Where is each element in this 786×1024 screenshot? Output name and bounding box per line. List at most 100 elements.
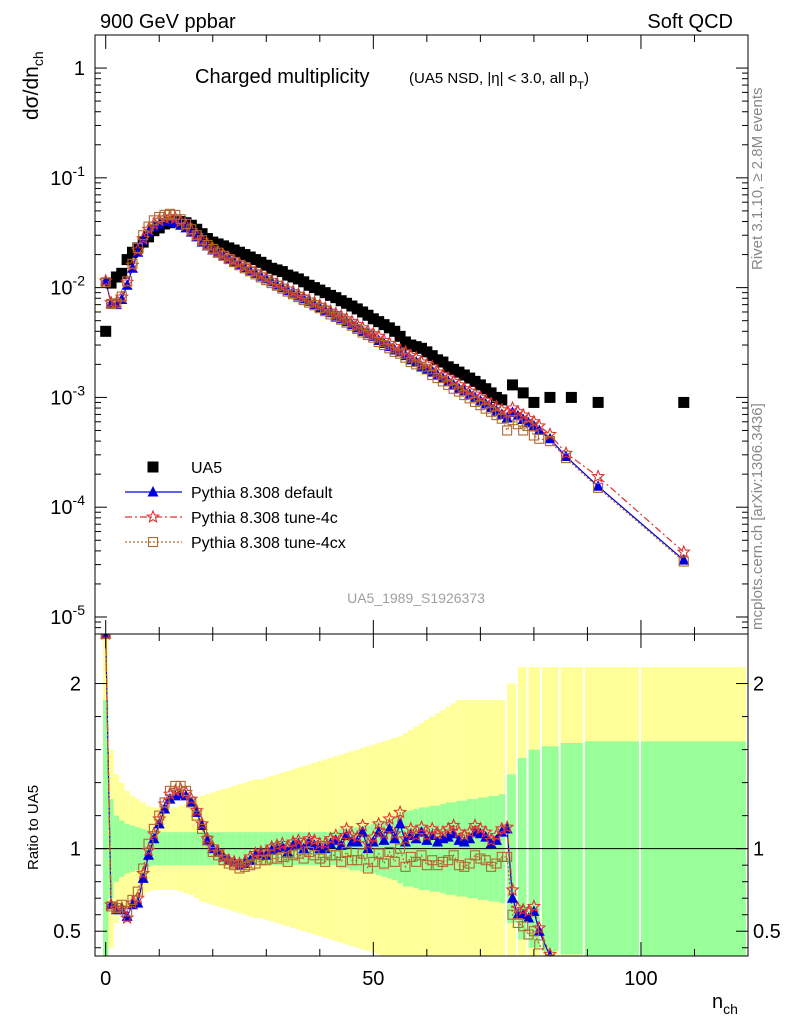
ratio-data-point <box>218 855 229 866</box>
ratio-data-point <box>180 785 192 796</box>
ratio-data-point <box>512 917 523 929</box>
main-data-point <box>180 218 192 230</box>
ratio-y-tick-label: 2 <box>70 674 81 696</box>
main-data-point <box>592 396 604 408</box>
legend-marker <box>147 486 159 497</box>
main-x-ticks <box>105 35 749 634</box>
main-data-point <box>533 424 545 435</box>
watermark-analysis-id: UA5_1989_S1926373 <box>347 590 485 606</box>
ratio-data-point <box>137 872 149 883</box>
ratio-data-point <box>411 856 422 867</box>
main-data-point <box>510 404 525 418</box>
ratio-data-point <box>229 860 240 871</box>
ratio-data-point <box>362 842 374 854</box>
ratio-data-point <box>506 892 518 903</box>
ratio-data-point <box>285 834 301 849</box>
main-data-point <box>512 419 523 430</box>
ratio-data-point <box>312 836 327 850</box>
ratio-y-tick-label-right: 0.5 <box>753 921 781 943</box>
main-data-point <box>448 383 459 394</box>
ratio-data-point <box>373 848 384 859</box>
ratio-data-point <box>446 818 461 832</box>
main-data-point <box>478 392 493 407</box>
main-y-tick-label: 10-3 <box>50 382 85 409</box>
ratio-data-point <box>448 850 459 861</box>
main-data-point <box>105 277 117 289</box>
ratio-data-point <box>448 827 460 839</box>
ratio-data-point <box>366 829 381 844</box>
main-data-point <box>336 314 347 325</box>
ratio-data-point <box>478 824 493 839</box>
main-data-point <box>437 376 448 387</box>
ratio-data-point <box>271 853 283 864</box>
main-data-point <box>341 317 352 328</box>
main-data-point <box>528 430 539 441</box>
main-data-point <box>293 292 304 303</box>
ratio-data-point <box>122 906 133 917</box>
ratio-y-tick-label-right: 2 <box>753 674 764 696</box>
ratio-data-point <box>153 817 165 829</box>
ratio-data-point <box>419 828 434 842</box>
main-data-point <box>116 291 127 302</box>
ratio-data-point <box>159 797 170 808</box>
ratio-data-point <box>441 821 456 835</box>
ratio-data-point <box>474 827 486 839</box>
ratio-data-point <box>389 856 400 867</box>
ratio-data-point <box>298 853 309 864</box>
main-data-point <box>678 556 689 567</box>
main-data-point <box>517 387 529 399</box>
ratio-data-point <box>414 819 429 834</box>
ratio-series-line <box>105 634 551 955</box>
ratio-data-point <box>437 856 448 867</box>
main-data-point <box>678 396 690 408</box>
ratio-data-point <box>403 821 418 835</box>
main-data-point <box>223 254 234 265</box>
main-data-point <box>432 373 443 384</box>
ratio-data-point <box>467 818 483 832</box>
ratio-data-point <box>464 832 476 844</box>
main-data-point <box>106 298 117 310</box>
ratio-data-point <box>309 850 320 861</box>
ratio-data-point <box>505 882 520 896</box>
ratio-data-point <box>480 831 492 842</box>
main-data-point <box>298 295 309 306</box>
ratio-data-point <box>239 861 250 872</box>
ratio-data-point <box>336 856 347 867</box>
main-data-point <box>464 393 475 404</box>
ratio-data-point <box>480 855 491 866</box>
ratio-data-point <box>421 834 433 845</box>
ratio-data-point <box>528 926 539 937</box>
main-data-point <box>159 209 170 220</box>
chart-title: Charged multiplicity <box>195 66 370 88</box>
ratio-data-point <box>132 886 143 897</box>
main-data-point <box>480 403 491 414</box>
ratio-data-point <box>384 846 395 858</box>
main-data-point <box>534 433 545 444</box>
ratio-data-point <box>432 860 443 871</box>
ratio-data-point <box>243 849 258 863</box>
ratio-data-point <box>143 838 154 849</box>
ratio-series-markers <box>100 634 558 956</box>
main-data-point <box>234 260 245 271</box>
main-data-point <box>378 339 390 351</box>
ratio-y-ticks: 0.5 0.5 1 1 2 2 <box>53 674 781 949</box>
ratio-data-point <box>184 791 199 806</box>
ratio-data-point <box>232 856 247 870</box>
main-data-point <box>164 208 175 219</box>
ratio-data-point <box>138 863 149 874</box>
ratio-data-point <box>298 842 310 854</box>
ratio-data-point <box>464 858 475 869</box>
legend-label: Pythia 8.308 tune-4cx <box>191 535 346 552</box>
ratio-data-point <box>395 843 406 854</box>
ratio-series-line <box>105 634 549 956</box>
main-data-point <box>213 247 224 258</box>
main-data-point <box>558 445 574 460</box>
ratio-data-point <box>489 828 504 842</box>
legend-marker <box>147 461 159 473</box>
main-data-point <box>250 269 261 280</box>
ratio-data-point <box>496 851 507 862</box>
ratio-data-point <box>398 831 413 845</box>
main-y-ticks: 1 10-1 10-2 10-3 10-4 10-5 <box>50 34 748 635</box>
main-data-point <box>314 303 325 314</box>
